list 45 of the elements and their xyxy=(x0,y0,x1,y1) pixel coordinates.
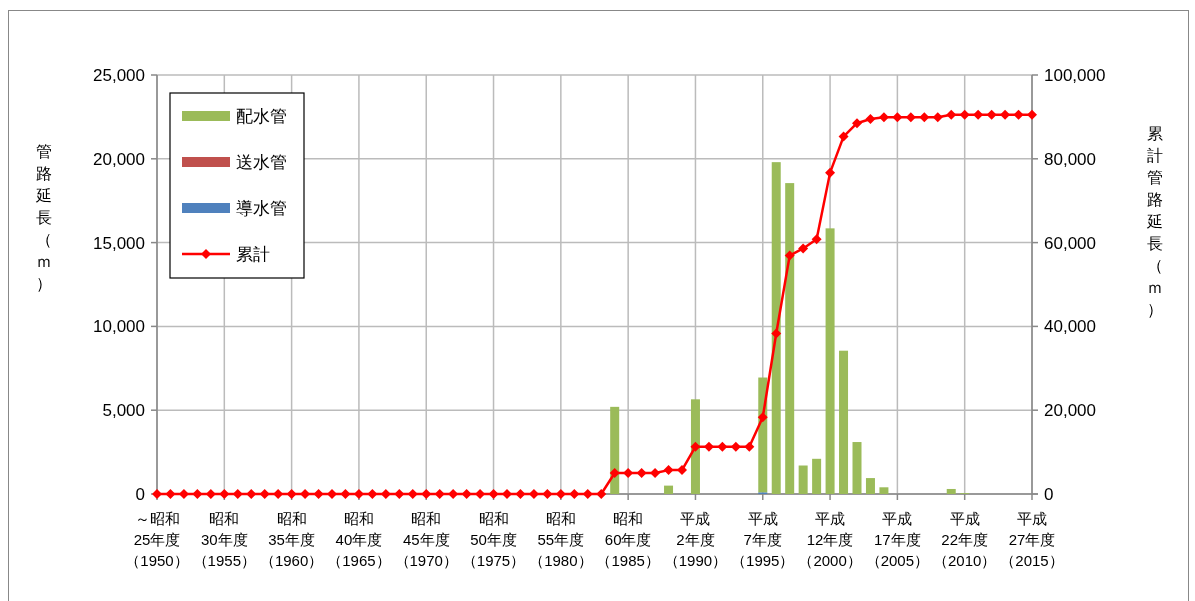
x-tick-label: 昭和55年度（1980） xyxy=(529,510,593,569)
x-tick-label: ～昭和25年度（1950） xyxy=(125,510,189,569)
x-tick-label: 平成12年度（2000） xyxy=(798,510,862,569)
x-tick-label: 平成17年度（2005） xyxy=(865,510,930,569)
bar xyxy=(664,485,674,494)
x-tick-label: 昭和30年度（1955） xyxy=(192,510,256,569)
y-tick-label: 5,000 xyxy=(102,401,145,421)
y-axis-title: 管路延長（ｍ） xyxy=(36,143,52,292)
x-tick-label: 平成27年度（2015） xyxy=(1000,510,1064,569)
y2-tick-label: 40,000 xyxy=(1044,317,1096,337)
y-tick-label: 20,000 xyxy=(93,149,145,169)
y-tick-label: 15,000 xyxy=(93,233,145,253)
x-tick-label: 平成7年度（1995） xyxy=(731,510,795,569)
bar xyxy=(879,487,889,494)
legend-label: 累計 xyxy=(236,245,270,264)
x-tick-label: 昭和40年度（1965） xyxy=(327,510,391,569)
y2-tick-label: 0 xyxy=(1044,485,1054,504)
y-tick-label: 0 xyxy=(135,485,145,504)
bar xyxy=(771,162,781,494)
legend-label: 配水管 xyxy=(236,107,287,126)
legend-label: 導水管 xyxy=(236,199,287,218)
x-tick-label: 平成22年度（2010） xyxy=(933,510,997,569)
bar xyxy=(690,399,700,494)
bar xyxy=(865,478,875,494)
y2-tick-label: 80,000 xyxy=(1044,149,1096,169)
bar xyxy=(610,406,620,494)
y-tick-label: 10,000 xyxy=(93,317,145,337)
y2-tick-label: 60,000 xyxy=(1044,233,1096,253)
bar xyxy=(812,458,822,494)
bar xyxy=(839,350,849,494)
bar xyxy=(798,465,808,494)
y-tick-label: 25,000 xyxy=(93,66,145,85)
legend-label: 送水管 xyxy=(236,153,287,172)
bar xyxy=(825,228,835,494)
y2-tick-label: 100,000 xyxy=(1044,66,1106,85)
x-tick-label: 昭和60年度（1985） xyxy=(596,510,660,569)
x-tick-label: 昭和35年度（1960） xyxy=(259,510,324,569)
bar xyxy=(852,442,862,494)
x-tick-label: 昭和45年度（1970） xyxy=(394,510,458,569)
x-tick-label: 平成2年度（1990） xyxy=(663,510,728,569)
x-tick-label: 昭和50年度（1975） xyxy=(461,510,526,569)
bar xyxy=(785,183,795,494)
bar xyxy=(946,488,956,494)
y2-tick-label: 20,000 xyxy=(1044,401,1096,421)
y2-axis-title: 累計管路延長（ｍ） xyxy=(1147,125,1163,318)
